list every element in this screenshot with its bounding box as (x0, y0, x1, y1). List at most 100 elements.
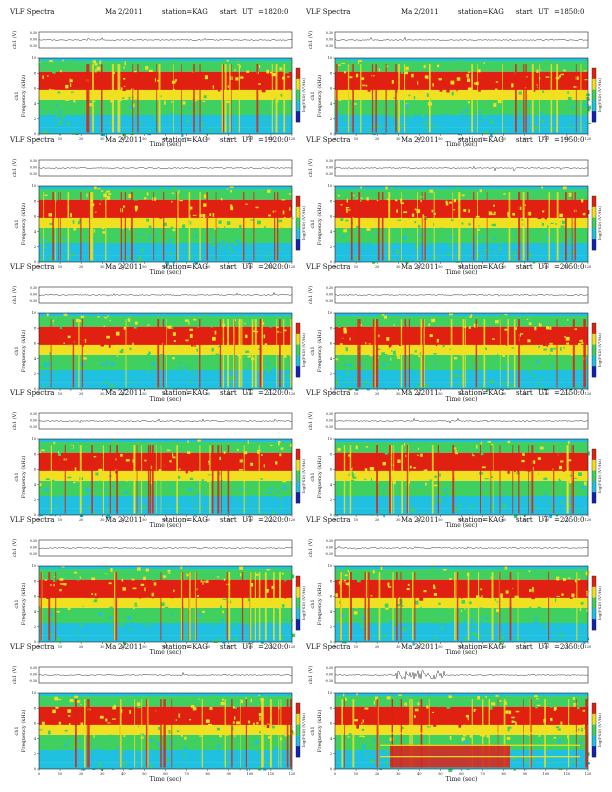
x-tick-label: 30 (396, 137, 400, 141)
y-tick-label: 10 (328, 311, 332, 315)
y-tick-label: 10 (32, 184, 36, 188)
title-start: start (220, 389, 237, 397)
x-tick-label: 40 (121, 518, 125, 522)
spectrogram-cells (39, 313, 292, 392)
x-tick-label: 30 (396, 392, 400, 396)
y-tick-label: 4 (330, 357, 332, 361)
x-tick-label: 120 (289, 137, 295, 141)
colorbar-segment (592, 344, 596, 356)
title-date-a: Ma (105, 263, 117, 271)
x-tick-label: 0 (38, 137, 40, 141)
x-tick-label: 70 (480, 772, 484, 776)
x-tick-label: 110 (268, 772, 274, 776)
colorbar-label: log(PSD) (V²/Hz) (301, 713, 306, 747)
x-tick-label: 10 (354, 518, 358, 522)
x-axis-label: Time (sec) (150, 776, 182, 783)
waveform-axis (334, 666, 589, 684)
y-tick-label: 2 (34, 117, 36, 121)
x-tick-label: 50 (438, 392, 442, 396)
x-tick-label: 30 (100, 392, 104, 396)
colorbar (591, 702, 597, 758)
title-ut: UT (242, 643, 253, 651)
x-tick-label: 20 (375, 137, 379, 141)
title-start: start (220, 8, 237, 16)
title-date-a: Ma (105, 136, 117, 144)
y-tick-label: 10 (32, 56, 36, 60)
x-tick-label: 50 (438, 772, 442, 776)
x-tick-label: 70 (480, 645, 484, 649)
panel-title: VLF Spectra Ma 2/2011 station=KAG start UT =22… (306, 516, 585, 525)
title-station: station=KAG (162, 516, 208, 524)
colorbar-segment (296, 78, 300, 90)
title-date-a: Ma (401, 389, 413, 397)
y-tick-label: 6 (330, 215, 332, 219)
colorbar-segment (296, 619, 300, 631)
colorbar-segment (592, 586, 596, 598)
title-station: station=KAG (162, 389, 208, 397)
colorbar (295, 195, 301, 251)
x-tick-label: 0 (334, 645, 336, 649)
title-date-b: 2/2011 (118, 516, 143, 524)
title-ut: UT (242, 389, 253, 397)
colorbar (591, 322, 597, 378)
colorbar-segment (592, 100, 596, 112)
colorbar-segment (592, 470, 596, 482)
y-tick-label: 10 (328, 564, 332, 568)
wave-tick-label: 0.30 (30, 412, 37, 416)
colorbar (295, 448, 301, 504)
y-tick-label: 2 (330, 117, 332, 121)
x-tick-label: 100 (247, 265, 253, 269)
x-tick-label: 20 (375, 265, 379, 269)
x-tick-label: 50 (142, 392, 146, 396)
y-tick-label: 8 (330, 326, 332, 330)
wave-tick-label: 0.30 (326, 666, 333, 670)
title-start: start (220, 263, 237, 271)
colorbar-segment (296, 217, 300, 229)
spec-ylabel-ch: ch1 (310, 472, 316, 481)
y-tick-label: 2 (330, 245, 332, 249)
x-tick-label: 30 (396, 645, 400, 649)
title-vlf-spectra: VLF Spectra (306, 263, 351, 271)
x-tick-label: 100 (543, 518, 549, 522)
wave-tick-label: 0.30 (30, 159, 37, 163)
panel-title: VLF Spectra Ma 2/2011 station=KAG start UT =22… (10, 516, 289, 525)
x-tick-label: 20 (375, 772, 379, 776)
x-tick-label: 60 (459, 772, 463, 776)
title-ut: UT (242, 516, 253, 524)
spec-ylabel-ch: ch1 (310, 346, 316, 355)
waveform-trace (334, 545, 589, 550)
colorbar (295, 67, 301, 123)
x-tick-label: 120 (585, 265, 591, 269)
y-tick-label: 2 (34, 752, 36, 756)
wave-ylabel: ch1 (V) (11, 666, 18, 684)
spec-ylabel-ch: ch1 (310, 599, 316, 608)
x-tick-label: 50 (142, 137, 146, 141)
y-tick-label: 8 (34, 71, 36, 75)
waveform-trace (38, 291, 293, 297)
x-axis-label: Time (sec) (150, 396, 182, 403)
y-tick-label: 2 (330, 498, 332, 502)
y-tick-label: 0 (330, 640, 332, 644)
x-tick-label: 50 (438, 265, 442, 269)
wave-tick-label: 0.30 (326, 539, 333, 543)
title-station: station=KAG (162, 643, 208, 651)
title-date-b: 2/2011 (414, 136, 439, 144)
colorbar-segment (296, 586, 300, 598)
colorbar-segment (592, 196, 596, 208)
colorbar-segment (592, 366, 596, 378)
x-tick-label: 40 (417, 392, 421, 396)
y-tick-label: 6 (34, 722, 36, 726)
x-tick-label: 90 (227, 392, 231, 396)
x-tick-label: 90 (523, 137, 527, 141)
colorbar-label: log(PSD) (V²/Hz) (301, 333, 306, 367)
spectrogram-panel: VLF Spectra Ma 2/2011 station=KAG start UT =21… (10, 389, 306, 529)
y-tick-label: 6 (34, 595, 36, 599)
title-station: station=KAG (458, 516, 504, 524)
y-tick-label: 2 (330, 625, 332, 629)
y-tick-label: 4 (330, 230, 332, 234)
colorbar-label: log(PSD) (V²/Hz) (597, 206, 602, 240)
spectrogram-cells (39, 58, 292, 137)
x-tick-label: 60 (459, 137, 463, 141)
colorbar (295, 322, 301, 378)
x-tick-label: 10 (354, 265, 358, 269)
